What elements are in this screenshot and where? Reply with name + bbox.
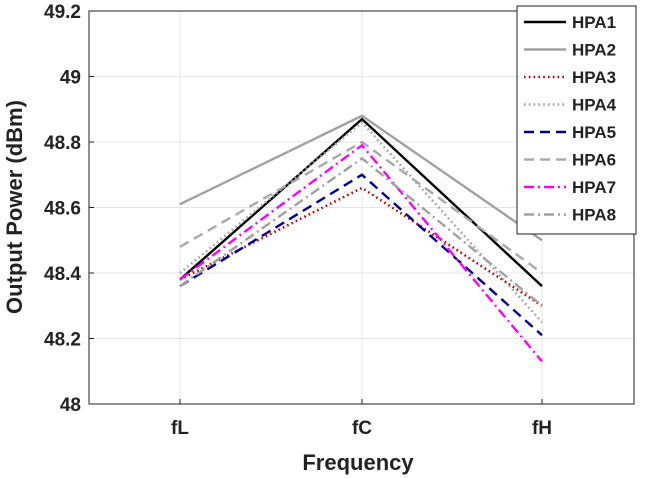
y-tick-label: 48.6 (44, 199, 81, 220)
series-lines (179, 114, 543, 363)
series-line-hpa2 (179, 114, 543, 242)
series-line-hpa6 (179, 140, 543, 274)
x-axis-title: Frequency (302, 450, 414, 475)
y-axis-ticks: 48 48.2 48.4 48.6 48.8 49 49.2 (44, 2, 94, 416)
x-tick-label: fC (352, 418, 372, 439)
legend-label-hpa8: HPA8 (572, 206, 616, 225)
series-line-hpa5 (179, 173, 543, 337)
legend-label-hpa4: HPA4 (572, 96, 617, 115)
legend-label-hpa2: HPA2 (572, 41, 616, 60)
legend: HPA1 HPA2 HPA3 HPA4 HPA5 HPA6 HPA7 HPA8 (516, 5, 637, 235)
series-line-hpa7 (179, 143, 543, 363)
y-tick-label: 48.4 (44, 264, 81, 285)
x-tick-label: fL (171, 418, 189, 439)
y-tick-label: 49.2 (44, 2, 81, 23)
legend-label-hpa1: HPA1 (572, 13, 616, 32)
x-axis-ticks: fL fC fH (171, 399, 552, 439)
x-tick-label: fH (532, 418, 552, 439)
series-line-hpa4 (179, 120, 543, 324)
legend-label-hpa5: HPA5 (572, 123, 616, 142)
legend-label-hpa7: HPA7 (572, 178, 616, 197)
y-tick-label: 48.8 (44, 133, 81, 154)
series-line-hpa8 (179, 156, 543, 307)
legend-label-hpa3: HPA3 (572, 68, 616, 87)
y-tick-label: 49 (60, 68, 81, 89)
y-axis-title: Output Power (dBm) (2, 100, 27, 314)
y-tick-label: 48 (60, 395, 81, 416)
legend-box (516, 5, 637, 235)
legend-label-hpa6: HPA6 (572, 151, 616, 170)
y-tick-label: 48.2 (44, 330, 81, 351)
